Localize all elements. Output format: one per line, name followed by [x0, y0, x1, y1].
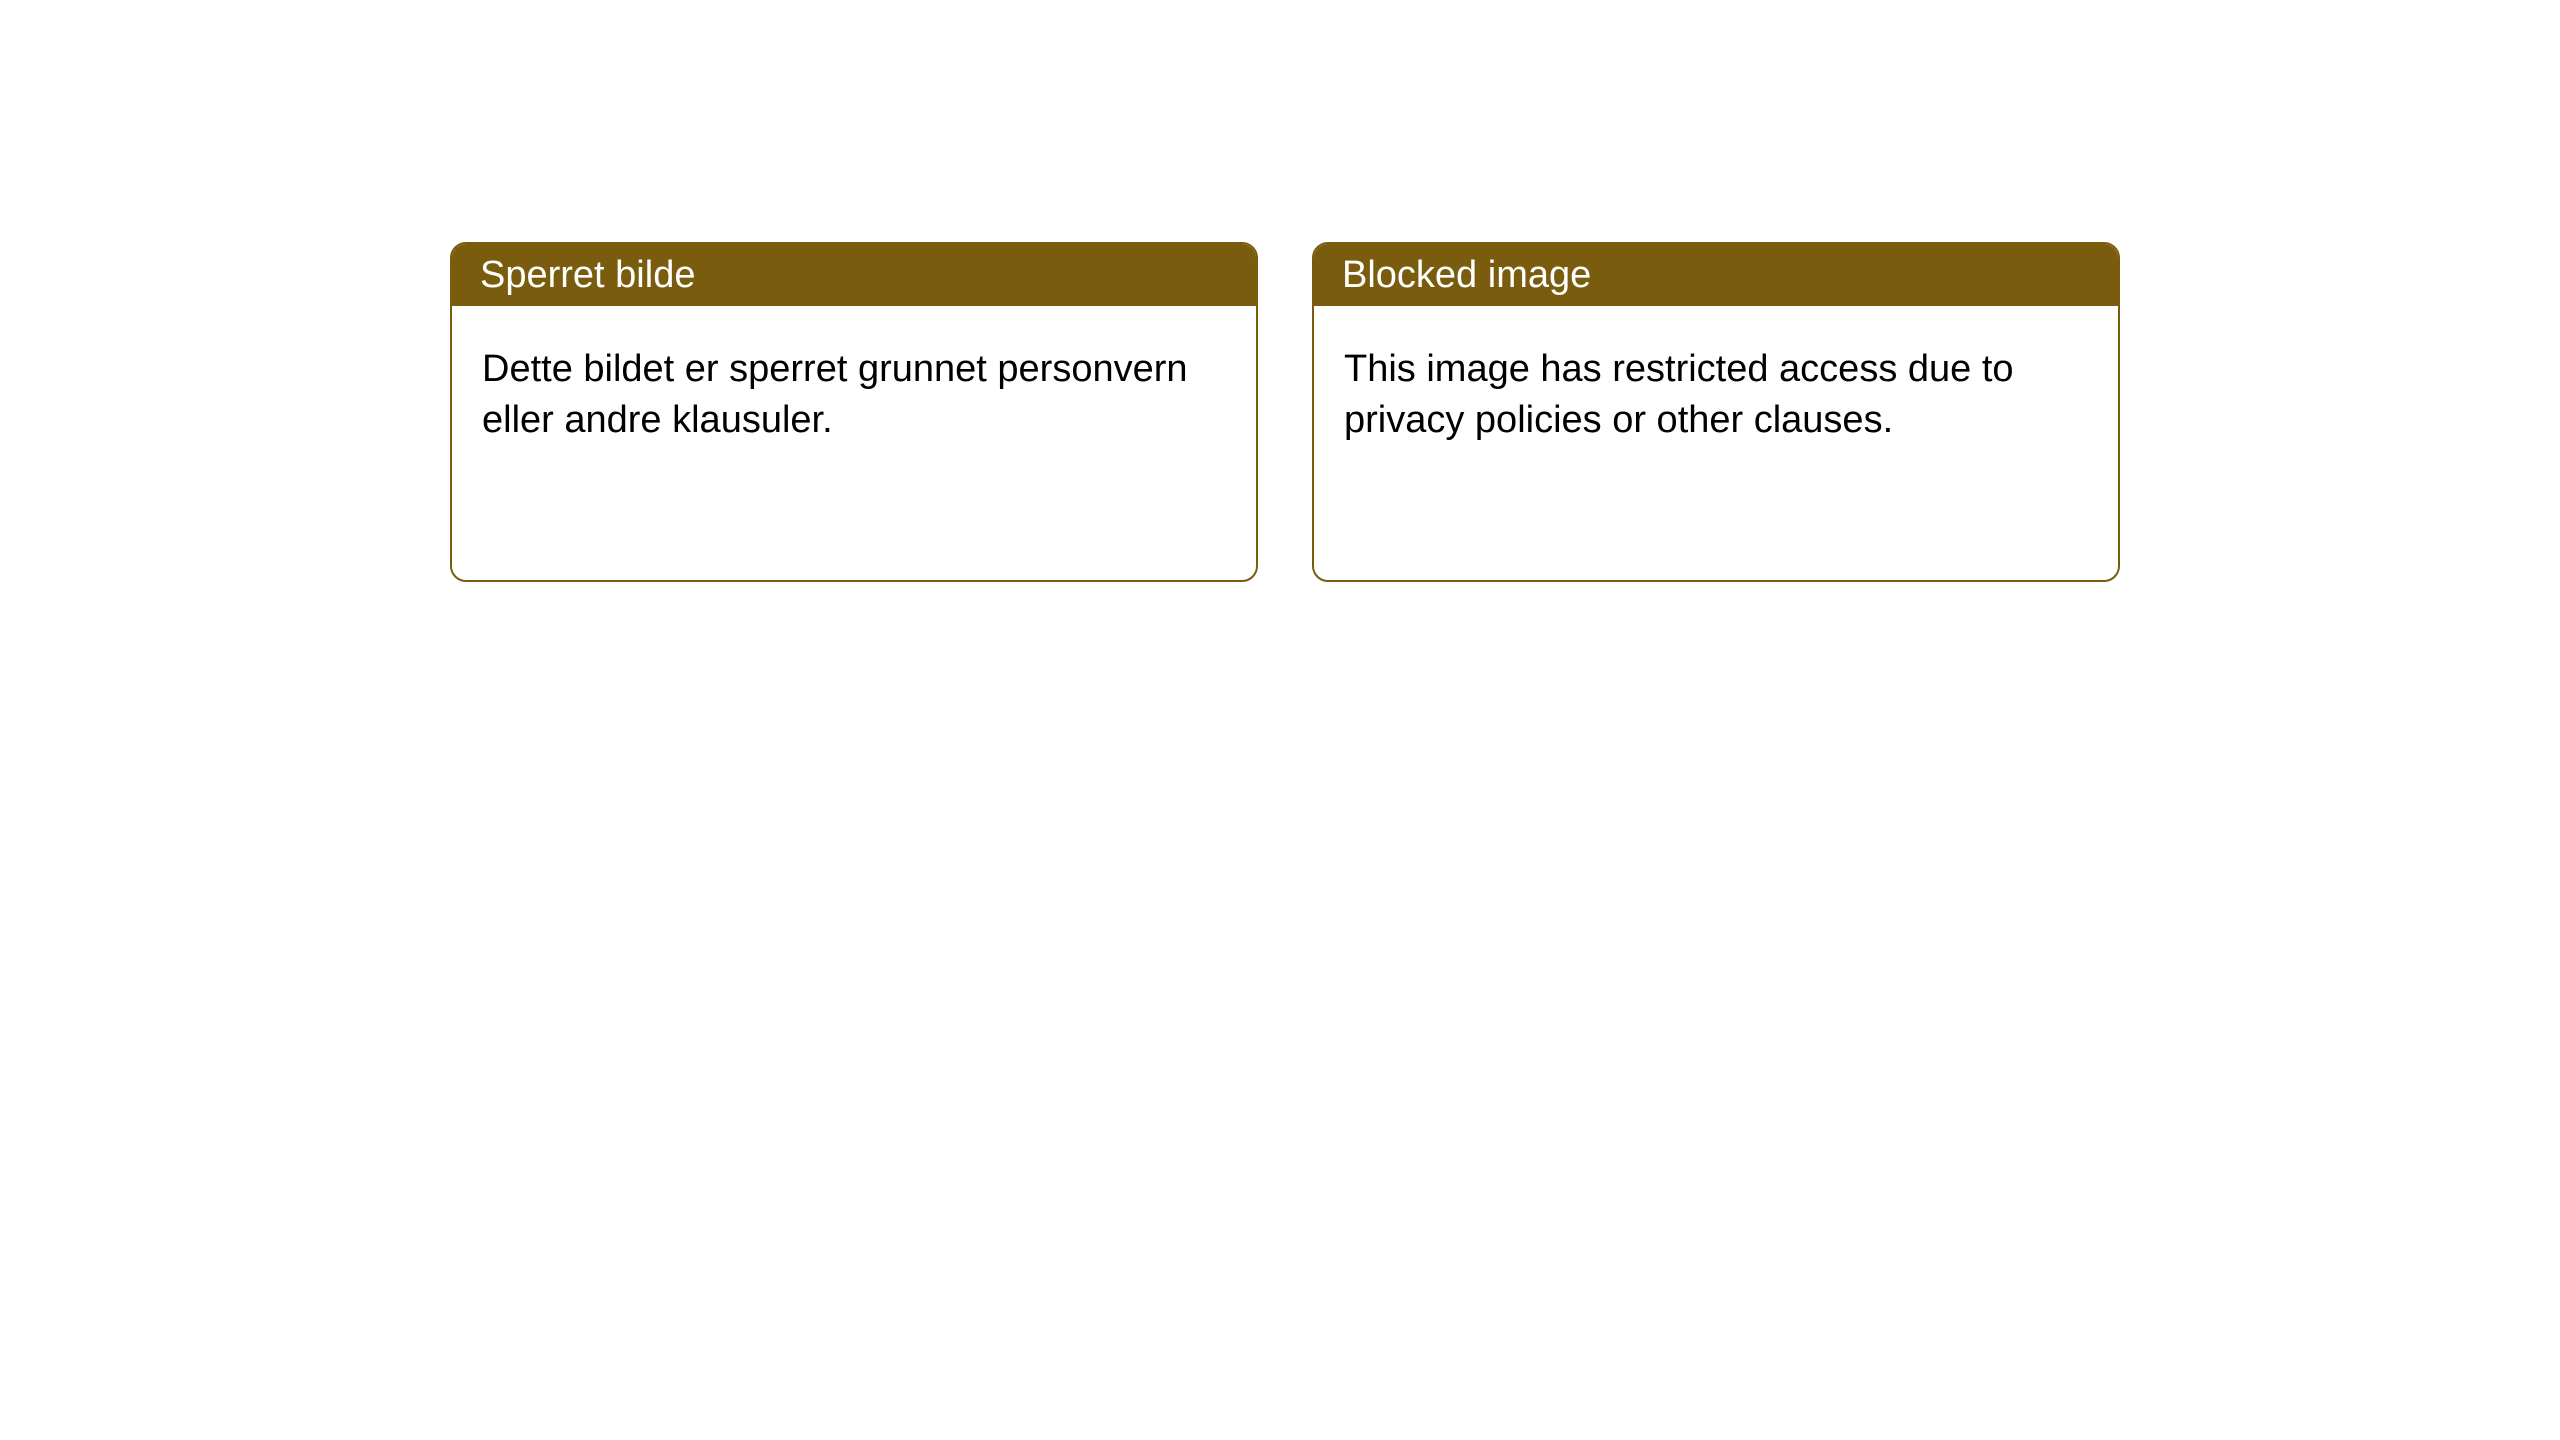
notice-container: Sperret bilde Dette bildet er sperret gr… — [450, 242, 2120, 582]
card-body: Dette bildet er sperret grunnet personve… — [452, 306, 1256, 485]
card-title: Blocked image — [1342, 254, 1591, 297]
card-body: This image has restricted access due to … — [1314, 306, 2118, 485]
card-body-text: This image has restricted access due to … — [1344, 348, 2014, 441]
notice-card-norwegian: Sperret bilde Dette bildet er sperret gr… — [450, 242, 1258, 582]
card-header: Blocked image — [1314, 244, 2118, 306]
card-body-text: Dette bildet er sperret grunnet personve… — [482, 348, 1188, 441]
card-title: Sperret bilde — [480, 254, 695, 297]
card-header: Sperret bilde — [452, 244, 1256, 306]
notice-card-english: Blocked image This image has restricted … — [1312, 242, 2120, 582]
